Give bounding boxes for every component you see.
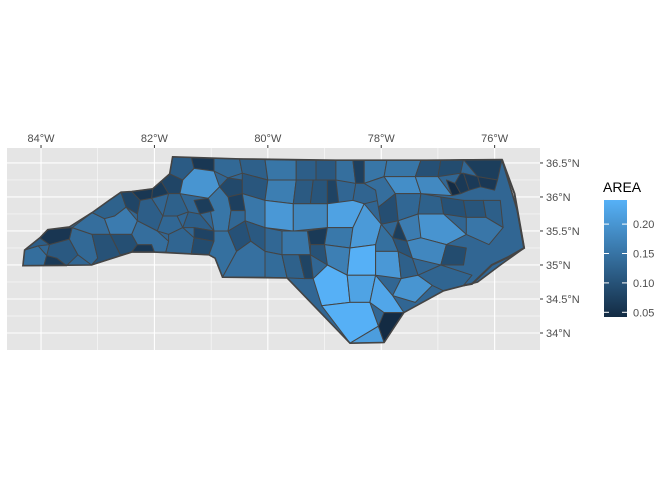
legend-tick-label: 0.20	[633, 219, 654, 231]
y-tick-label: 36°N	[546, 192, 571, 204]
y-tick-label: 35.5°N	[546, 226, 580, 238]
county-granville	[335, 159, 357, 184]
y-tick-label: 34°N	[546, 328, 571, 340]
county-randolph	[264, 199, 294, 232]
county-polygons	[22, 156, 525, 344]
x-tick-label: 80°W	[254, 133, 282, 145]
y-tick-label: 36.5°N	[546, 158, 580, 170]
county-orange	[309, 179, 328, 205]
county-caldwell	[162, 193, 189, 217]
county-duplin	[375, 250, 402, 280]
area-legend: AREA 0.05 0.10 0.15 0.20	[603, 179, 654, 319]
county-bertie	[414, 176, 453, 197]
y-tick-label: 35°N	[546, 260, 571, 272]
county-caswell	[295, 159, 317, 181]
county-columbus	[321, 301, 379, 344]
county-guilford	[264, 179, 297, 205]
county-tyrrell	[463, 199, 487, 218]
state-border	[22, 155, 525, 345]
x-tick-label: 78°W	[368, 133, 396, 145]
state-outline	[22, 155, 526, 345]
x-tick-label: 76°W	[481, 133, 509, 145]
y-tick-label: 34.5°N	[546, 294, 580, 306]
county-onslow	[392, 274, 433, 303]
county-rockingham	[264, 159, 297, 181]
county-beaufort	[417, 213, 467, 246]
legend-tick-label: 0.15	[633, 249, 654, 261]
county-sampson	[346, 244, 377, 276]
legend-ticks: 0.05 0.10 0.15 0.20	[604, 219, 654, 319]
legend-colorbar	[604, 200, 627, 317]
outer-banks	[463, 159, 526, 287]
county-martin	[417, 193, 445, 215]
county-pamlico	[440, 244, 467, 266]
county-montgomery	[264, 227, 283, 256]
county-chowan	[445, 179, 462, 197]
county-alamance	[292, 179, 314, 205]
x-axis-top: 84°W 82°W 80°W 78°W 76°W	[28, 133, 509, 148]
county-chatham	[292, 203, 328, 232]
x-tick-label: 84°W	[28, 133, 56, 145]
county-alexander	[193, 197, 215, 215]
x-tick-label: 82°W	[141, 133, 169, 145]
county-lee	[307, 227, 328, 246]
county-person	[315, 159, 337, 181]
county-moore	[281, 230, 311, 256]
county-perquimans	[454, 172, 470, 195]
legend-title: AREA	[603, 179, 642, 195]
y-axis-right: 36.5°N 36°N 35.5°N 35°N 34.5°N 34°N	[540, 158, 580, 340]
county-hyde	[465, 216, 504, 246]
legend-tick-label: 0.05	[633, 307, 654, 319]
legend-tick-label: 0.10	[633, 278, 654, 290]
county-northampton	[383, 159, 422, 178]
